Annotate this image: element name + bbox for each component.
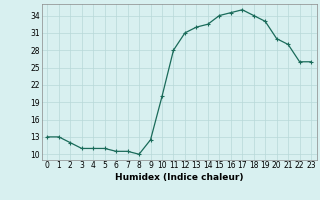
X-axis label: Humidex (Indice chaleur): Humidex (Indice chaleur) (115, 173, 244, 182)
